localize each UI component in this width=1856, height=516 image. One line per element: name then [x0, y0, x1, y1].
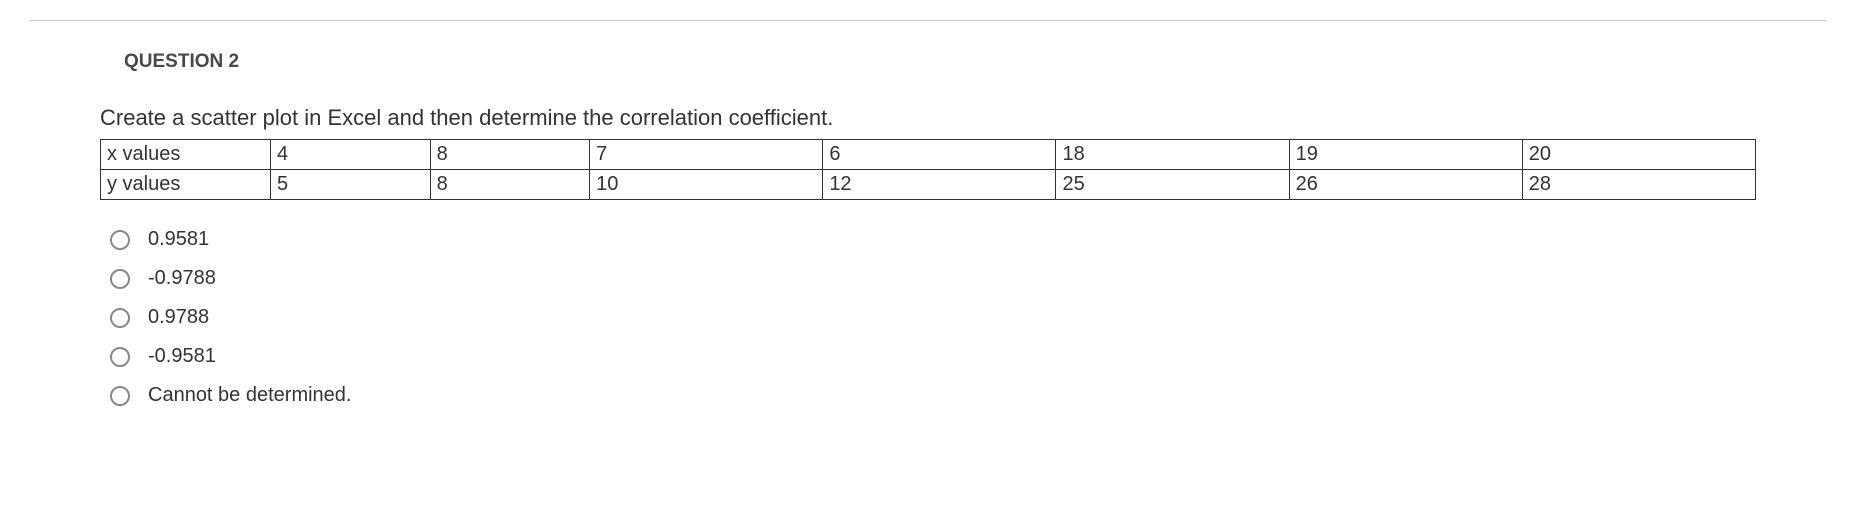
radio-icon [110, 347, 130, 367]
table-cell: 26 [1289, 170, 1522, 200]
table-cell: 12 [823, 170, 1056, 200]
data-table: x values 4 8 7 6 18 19 20 y values 5 8 1… [100, 139, 1756, 200]
option-label: 0.9581 [148, 228, 209, 251]
table-row: y values 5 8 10 12 25 26 28 [101, 170, 1756, 200]
table-cell: 4 [271, 140, 431, 170]
option-label: 0.9788 [148, 306, 209, 329]
top-rule [30, 20, 1826, 21]
table-cell: 20 [1522, 140, 1755, 170]
question-content: QUESTION 2 Create a scatter plot in Exce… [0, 51, 1856, 415]
question-container: QUESTION 2 Create a scatter plot in Exce… [0, 20, 1856, 415]
option-4[interactable]: Cannot be determined. [110, 376, 1756, 415]
question-header: QUESTION 2 [100, 51, 1756, 73]
radio-icon [110, 269, 130, 289]
question-prompt: Create a scatter plot in Excel and then … [100, 105, 1756, 131]
table-cell: 25 [1056, 170, 1289, 200]
radio-icon [110, 308, 130, 328]
row-label: y values [101, 170, 271, 200]
option-3[interactable]: -0.9581 [110, 337, 1756, 376]
row-label: x values [101, 140, 271, 170]
table-cell: 8 [430, 170, 590, 200]
answer-options: 0.9581 -0.9788 0.9788 -0.9581 Cannot be … [100, 220, 1756, 415]
option-label: -0.9788 [148, 267, 216, 290]
table-cell: 19 [1289, 140, 1522, 170]
radio-icon [110, 386, 130, 406]
table-row: x values 4 8 7 6 18 19 20 [101, 140, 1756, 170]
table-cell: 28 [1522, 170, 1755, 200]
table-cell: 18 [1056, 140, 1289, 170]
table-cell: 8 [430, 140, 590, 170]
option-label: Cannot be determined. [148, 384, 351, 407]
option-0[interactable]: 0.9581 [110, 220, 1756, 259]
table-cell: 5 [271, 170, 431, 200]
radio-icon [110, 230, 130, 250]
option-1[interactable]: -0.9788 [110, 259, 1756, 298]
table-cell: 10 [590, 170, 823, 200]
option-2[interactable]: 0.9788 [110, 298, 1756, 337]
table-cell: 6 [823, 140, 1056, 170]
table-cell: 7 [590, 140, 823, 170]
option-label: -0.9581 [148, 345, 216, 368]
